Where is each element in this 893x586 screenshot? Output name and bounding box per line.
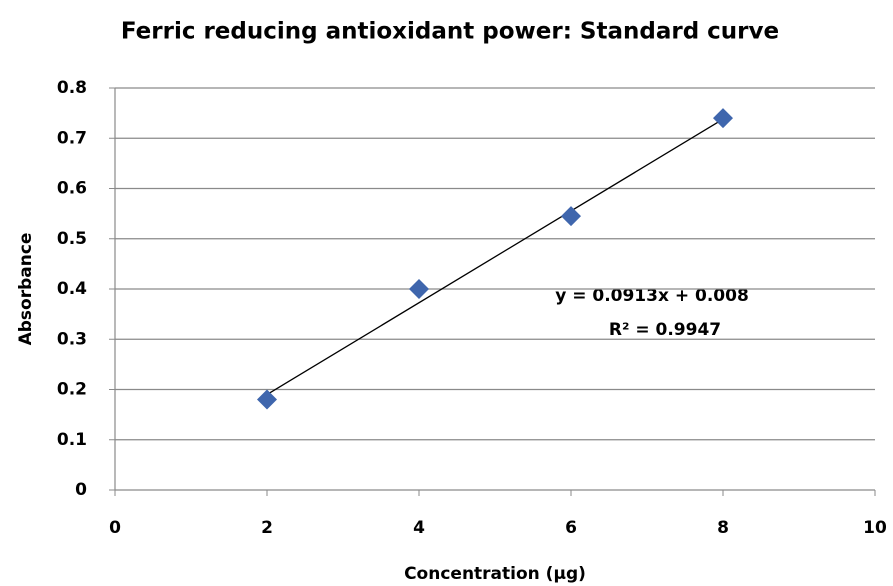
y-tick-label: 0 xyxy=(75,480,87,500)
chart-title: Ferric reducing antioxidant power: Stand… xyxy=(121,19,779,45)
equation: y = 0.0913x + 0.008 xyxy=(555,286,749,306)
y-tick-label: 0.3 xyxy=(57,329,87,349)
data-point xyxy=(713,108,733,129)
y-tick-label: 0.4 xyxy=(57,279,87,299)
y-tick-label: 0.7 xyxy=(57,128,87,148)
trendline xyxy=(266,118,724,396)
x-tick-label: 8 xyxy=(717,518,729,538)
data-point xyxy=(409,279,429,299)
data-point xyxy=(561,206,581,227)
x-tick-label: 0 xyxy=(109,518,121,538)
y-tick-label: 0.8 xyxy=(57,78,87,98)
y-tick-label: 0.5 xyxy=(57,229,87,249)
data-point xyxy=(257,389,277,410)
x-tick-label: 10 xyxy=(863,518,887,538)
y-tick-label: 0.1 xyxy=(57,430,87,450)
x-tick-label: 2 xyxy=(261,518,273,538)
x-tick-label: 4 xyxy=(413,518,425,538)
r-squared: R² = 0.9947 xyxy=(609,320,721,340)
y-tick-label: 0.6 xyxy=(57,179,87,199)
x-tick-label: 6 xyxy=(565,518,577,538)
y-tick-label: 0.2 xyxy=(57,380,87,400)
x-axis-title: Concentration (µg) xyxy=(404,564,586,584)
y-axis-title: Absorbance xyxy=(16,233,36,346)
